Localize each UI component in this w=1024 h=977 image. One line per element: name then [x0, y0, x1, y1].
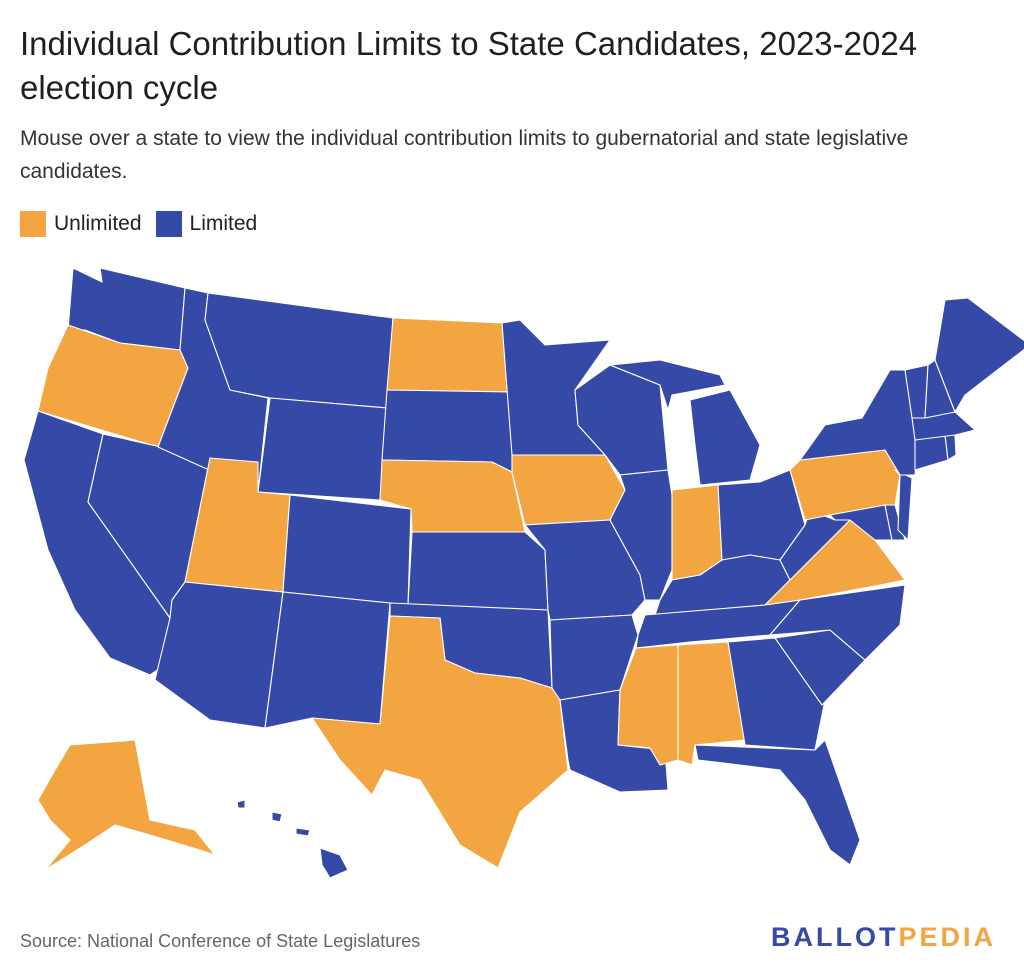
state-georgia[interactable] — [727, 637, 826, 751]
legend-swatch-limited — [155, 211, 182, 237]
chart-subtitle: Mouse over a state to view the individua… — [20, 127, 909, 183]
state-connecticut[interactable] — [914, 434, 949, 471]
state-florida[interactable] — [694, 739, 861, 866]
state-michigan[interactable] — [609, 359, 761, 486]
state-alaska[interactable] — [37, 739, 216, 871]
legend-swatch-unlimited — [20, 211, 46, 237]
state-arizona[interactable] — [154, 581, 284, 729]
state-hawaii[interactable] — [236, 799, 349, 879]
state-montana[interactable] — [204, 292, 394, 409]
us-states-map — [23, 267, 1024, 879]
state-wyoming[interactable] — [257, 397, 388, 501]
legend: Unlimited Limited — [20, 211, 257, 237]
legend-item-unlimited: Unlimited — [20, 211, 142, 237]
logo-part-ballot: BALLOT — [771, 922, 899, 952]
state-illinois[interactable] — [609, 469, 673, 601]
chart-title: Individual Contribution Limits to State … — [20, 25, 918, 106]
legend-label-unlimited: Unlimited — [54, 212, 142, 235]
state-iowa[interactable] — [511, 454, 626, 526]
state-kansas[interactable] — [407, 531, 549, 611]
source-note: Source: National Conference of State Leg… — [20, 931, 421, 951]
state-colorado[interactable] — [282, 494, 412, 606]
state-maine[interactable] — [934, 297, 1024, 413]
legend-item-limited: Limited — [155, 211, 258, 237]
state-north-dakota[interactable] — [386, 317, 513, 393]
logo-part-pedia: PEDIA — [898, 922, 997, 952]
state-south-dakota[interactable] — [381, 389, 513, 473]
state-new-mexico[interactable] — [264, 591, 391, 729]
state-texas[interactable] — [311, 615, 569, 869]
legend-label-limited: Limited — [189, 212, 258, 235]
ballotpedia-logo: BALLOTPEDIA — [771, 922, 996, 953]
